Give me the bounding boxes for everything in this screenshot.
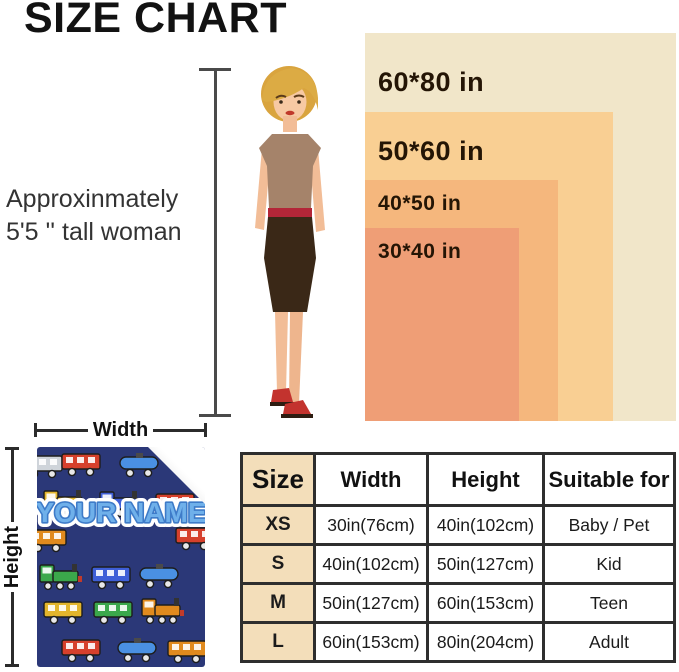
value-cell: 30in(76cm) xyxy=(313,504,429,546)
woman-right-shoe xyxy=(283,400,311,414)
value-cell: Kid xyxy=(542,543,676,585)
blanket: YOUR NAME YOUR NAME YOUR NAME xyxy=(37,447,205,667)
woman-right-arm xyxy=(309,148,325,232)
size-boxes: 60*80 in 50*60 in 40*50 in 30*40 in xyxy=(365,33,676,421)
size-box-label: 30*40 in xyxy=(378,240,462,263)
woman-neck xyxy=(283,116,297,132)
col-header-size: Size xyxy=(240,452,316,507)
col-header-width: Width xyxy=(313,452,429,507)
your-name-inner-outline: YOUR NAME xyxy=(37,497,205,528)
value-cell: 60in(153cm) xyxy=(313,621,429,663)
size-table-row-m: M 50in(127cm) 60in(153cm) Teen xyxy=(240,582,676,624)
width-arrow-line-left xyxy=(37,428,88,432)
woman-fringe xyxy=(262,68,318,110)
size-table-row-s: S 40in(102cm) 50in(127cm) Kid xyxy=(240,543,676,585)
height-arrow-bottom-cap xyxy=(5,664,19,667)
woman-left-leg xyxy=(275,312,288,392)
size-box-label: 60*80 in xyxy=(378,67,485,97)
height-arrow-label: Height xyxy=(0,525,23,589)
height-arrow-line-bottom xyxy=(10,592,14,664)
col-header-height: Height xyxy=(426,452,545,507)
height-ruler-top-cap xyxy=(199,68,231,71)
width-arrow-line-right xyxy=(153,428,205,432)
woman-left-shoe xyxy=(271,388,293,402)
width-arrow: Width xyxy=(34,418,208,441)
height-arrow: Height xyxy=(0,447,23,667)
height-arrow-top-cap xyxy=(5,447,19,450)
page-title: SIZE CHART xyxy=(24,0,287,42)
height-note-line1: Approxinmately xyxy=(6,185,179,213)
col-header-suitable-for: Suitable for xyxy=(542,452,676,507)
woman-illustration xyxy=(255,66,325,418)
size-table-head: Size Width Height Suitable for xyxy=(240,452,676,507)
width-arrow-left-cap xyxy=(34,423,37,437)
woman-left-arm xyxy=(255,148,271,230)
your-name-outline: YOUR NAME xyxy=(37,497,205,528)
woman-lips xyxy=(285,110,295,116)
value-cell: 50in(127cm) xyxy=(426,543,545,585)
size-table-body: XS 30in(76cm) 40in(102cm) Baby / Pet S 40in(1… xyxy=(240,504,676,663)
value-cell: 50in(127cm) xyxy=(313,582,429,624)
value-cell: Adult xyxy=(542,621,676,663)
value-cell: 40in(102cm) xyxy=(313,543,429,585)
size-box-30-40-in: 30*40 in xyxy=(365,228,519,421)
value-cell: Baby / Pet xyxy=(542,504,676,546)
size-cell: L xyxy=(240,621,316,663)
your-name-text: YOUR NAME xyxy=(37,497,205,528)
your-name-banner: YOUR NAME YOUR NAME YOUR NAME xyxy=(37,492,205,533)
value-cell: 80in(204cm) xyxy=(426,621,545,663)
height-ruler-bottom-cap xyxy=(199,414,231,417)
size-box-label: 50*60 in xyxy=(378,136,485,166)
woman-skirt xyxy=(264,217,316,312)
width-arrow-label: Width xyxy=(92,418,149,441)
size-table-header-row: Size Width Height Suitable for xyxy=(240,452,676,507)
size-cell: XS xyxy=(240,504,316,546)
height-arrow-line-top xyxy=(10,450,14,522)
size-cell: S xyxy=(240,543,316,585)
value-cell: 60in(153cm) xyxy=(426,582,545,624)
size-table: Size Width Height Suitable for XS 30in(76cm)… xyxy=(240,452,676,663)
size-table-row-xs: XS 30in(76cm) 40in(102cm) Baby / Pet xyxy=(240,504,676,546)
train-pattern xyxy=(37,452,205,664)
value-cell: 40in(102cm) xyxy=(426,504,545,546)
size-box-label: 40*50 in xyxy=(378,192,462,215)
woman-top xyxy=(259,134,321,208)
woman-right-leg xyxy=(289,312,303,404)
size-cell: M xyxy=(240,582,316,624)
size-table-row-l: L 60in(153cm) 80in(204cm) Adult xyxy=(240,621,676,663)
value-cell: Teen xyxy=(542,582,676,624)
woman-belt xyxy=(268,208,312,217)
height-note-line2: 5'5 '' tall woman xyxy=(6,217,182,246)
height-note: Approxinmately 5'5 '' tall woman xyxy=(6,183,182,248)
width-arrow-right-cap xyxy=(204,423,208,437)
height-ruler-line xyxy=(214,70,217,416)
